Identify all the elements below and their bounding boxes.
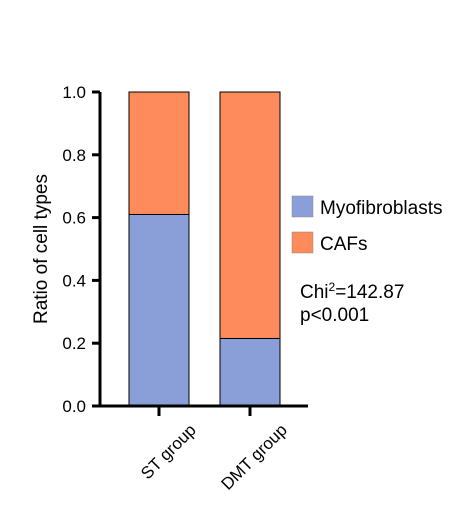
y-tick-label: 0.8: [62, 146, 86, 165]
bar-cafs-1: [128, 91, 190, 215]
y-tick-label: 0.2: [62, 334, 86, 353]
y-tick-label: 0.0: [62, 397, 86, 416]
legend-label-cafs: CAFs: [320, 234, 368, 255]
bar-cafs-2: [219, 91, 281, 339]
chi-prefix: Chi: [300, 282, 329, 303]
bar-myofibroblasts-2: [219, 337, 281, 407]
chi-square-annotation: Chi2=142.87: [300, 280, 404, 303]
chi-value: =142.87: [335, 282, 404, 303]
legend-swatch-cafs: [291, 231, 314, 254]
legend-label-myofibroblasts: Myofibroblasts: [320, 198, 443, 219]
bars-group: [128, 91, 281, 407]
p-value-annotation: p<0.001: [300, 305, 369, 326]
y-tick-label: 1.0: [62, 83, 86, 102]
legend: Myofibroblasts CAFs: [291, 195, 443, 255]
y-axis-label: Ratio of cell types: [31, 174, 52, 324]
x-tick-label: ST group: [137, 420, 200, 483]
legend-swatch-myofibroblasts: [291, 195, 314, 218]
x-ticks-group: ST group DMT group: [137, 406, 291, 494]
y-ticks-group: 0.0 0.2 0.4 0.6 0.8 1.0: [62, 83, 100, 416]
bar-myofibroblasts-1: [128, 213, 190, 407]
x-tick-label: DMT group: [217, 420, 290, 493]
chi-superscript: 2: [329, 280, 336, 294]
y-tick-label: 0.4: [62, 271, 86, 290]
y-tick-label: 0.6: [62, 209, 86, 228]
axes-group: [98, 92, 308, 408]
